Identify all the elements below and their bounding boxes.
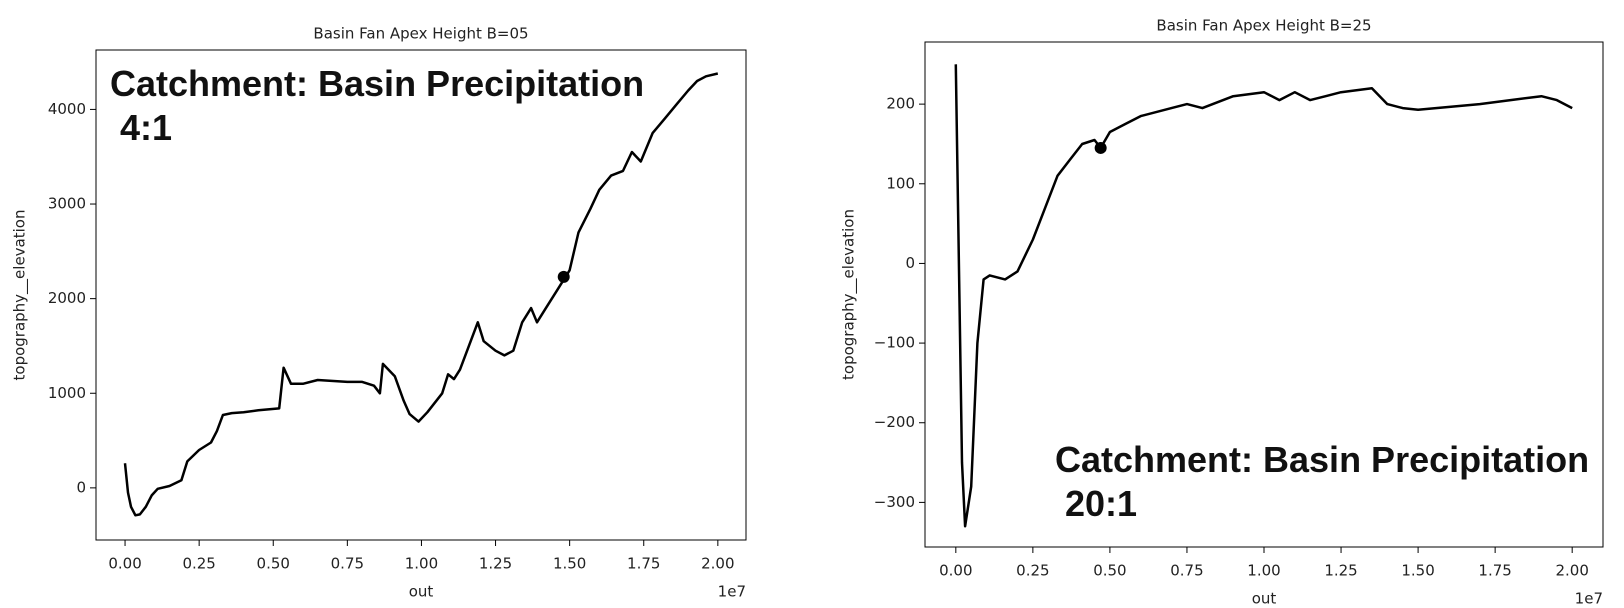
annotation: 4:1	[120, 107, 172, 148]
x-tick-label: 0.50	[257, 555, 290, 573]
data-line	[954, 64, 1573, 528]
x-tick-label: 1.75	[1478, 562, 1511, 580]
data-point	[557, 270, 570, 283]
x-axis-label: out	[409, 583, 434, 601]
x-tick-label: 1.50	[1401, 562, 1434, 580]
annotation: Catchment: Basin Precipitation	[110, 63, 644, 104]
x-tick-label: 0.75	[1170, 562, 1203, 580]
y-tick-label: 0	[905, 254, 915, 272]
data-point	[1094, 141, 1107, 154]
x-axis-label: out	[1252, 590, 1277, 608]
y-tick-label: 4000	[48, 100, 86, 118]
x-tick-label: 1.25	[479, 555, 512, 573]
x-tick-label: 1.00	[1247, 562, 1280, 580]
y-axis-label: topography__elevation	[11, 210, 30, 381]
y-tick-label: −100	[874, 334, 915, 352]
y-tick-label: −200	[874, 413, 915, 431]
chart-title: Basin Fan Apex Height B=25	[1156, 17, 1371, 35]
x-tick-label: 0.25	[182, 555, 215, 573]
x-tick-label: 0.75	[331, 555, 364, 573]
x-tick-label: 2.00	[1555, 562, 1588, 580]
plot-frame	[924, 41, 1604, 548]
x-tick-label: 1.50	[553, 555, 586, 573]
x-offset-label: 1e7	[718, 583, 746, 601]
y-tick-label: 0	[76, 478, 86, 496]
y-tick-label: 3000	[48, 195, 86, 213]
x-tick-label: 1.25	[1324, 562, 1357, 580]
annotation: 20:1	[1065, 483, 1137, 524]
chart-title: Basin Fan Apex Height B=05	[313, 25, 528, 43]
annotation: Catchment: Basin Precipitation	[1055, 439, 1589, 480]
chart: Basin Fan Apex Height B=05 out 1e7 topograp…	[11, 25, 747, 601]
y-tick-label: 2000	[48, 289, 86, 307]
y-tick-label: 1000	[48, 384, 86, 402]
x-tick-label: 0.00	[939, 562, 972, 580]
x-offset-label: 1e7	[1575, 590, 1603, 608]
x-tick-label: 1.00	[405, 555, 438, 573]
x-tick-label: 0.25	[1016, 562, 1049, 580]
y-tick-label: 100	[886, 174, 915, 192]
x-tick-label: 1.75	[627, 555, 660, 573]
data-line	[123, 72, 719, 517]
y-axis-label: topography__elevation	[840, 209, 859, 380]
x-tick-label: 2.00	[701, 555, 734, 573]
chart: Basin Fan Apex Height B=25 out 1e7 topograp…	[840, 17, 1604, 608]
plot-frame	[95, 49, 747, 541]
y-tick-label: 200	[886, 95, 915, 113]
x-tick-label: 0.50	[1093, 562, 1126, 580]
y-tick-label: −300	[874, 493, 915, 511]
x-tick-label: 0.00	[108, 555, 141, 573]
